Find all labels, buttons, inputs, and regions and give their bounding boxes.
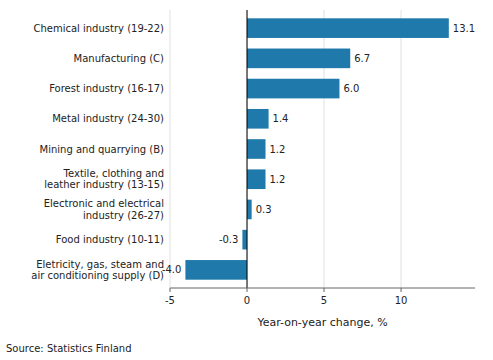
bar [247,169,265,189]
data-label: 6.0 [343,83,359,94]
chart-container: -4.0 -0.3 0.3 1.2 1.2 1.4 6.0 6.7 13.1 -5 0 5 10 Year… [0,0,493,360]
y-tick-label: Textile, clothing andleather industry (1… [44,168,164,191]
y-tick-label: Forest industry (16-17) [49,83,164,94]
y-tick-label: Metal industry (24-30) [52,113,164,124]
bar [185,260,247,280]
x-tick [324,288,325,292]
y-axis: Eletricity, gas, steam andair conditioni… [31,23,164,281]
x-tick-label: 5 [321,295,327,306]
data-label: 6.7 [354,53,370,64]
bar [242,230,247,250]
y-tick-label: Eletricity, gas, steam andair conditioni… [31,259,164,282]
y-tick-label: Electronic and electricalindustry (26-27… [44,198,164,221]
bars [185,18,448,279]
data-label: 0.3 [256,204,272,215]
bar [247,200,252,220]
y-tick-label: Mining and quarrying (B) [40,144,165,155]
y-tick-label: Manufacturing (C) [74,53,164,64]
grid-line [247,10,248,288]
source-note: Source: Statistics Finland [6,343,132,354]
x-axis-label: Year-on-year change, % [256,316,387,329]
chart: -4.0 -0.3 0.3 1.2 1.2 1.4 6.0 6.7 13.1 -5 0 5 10 Year… [0,0,493,360]
data-label: 13.1 [453,23,475,34]
data-label: 1.2 [270,144,286,155]
data-labels: -4.0 -0.3 0.3 1.2 1.2 1.4 6.0 6.7 13.1 [162,23,475,276]
bar [247,49,350,69]
x-axis-line [170,288,475,289]
bar [247,79,339,99]
data-label: 1.2 [270,174,286,185]
bar [247,139,265,159]
grid-line [401,10,402,288]
y-tick-label: Chemical industry (19-22) [33,23,164,34]
grid-line [170,10,171,288]
data-label: 1.4 [273,113,289,124]
x-tick-label: 0 [244,295,250,306]
baseline [247,10,248,288]
x-tick-label: 10 [395,295,408,306]
x-tick [170,288,171,292]
y-tick-label: Food industry (10-11) [56,234,164,245]
bar [247,18,449,38]
data-label: -0.3 [219,234,239,245]
x-tick [401,288,402,292]
x-tick [247,288,248,292]
bar [247,109,269,129]
x-tick-label: -5 [165,295,175,306]
x-axis: -5 0 5 10 [165,288,475,306]
grid [170,10,401,288]
data-label: -4.0 [162,264,182,275]
